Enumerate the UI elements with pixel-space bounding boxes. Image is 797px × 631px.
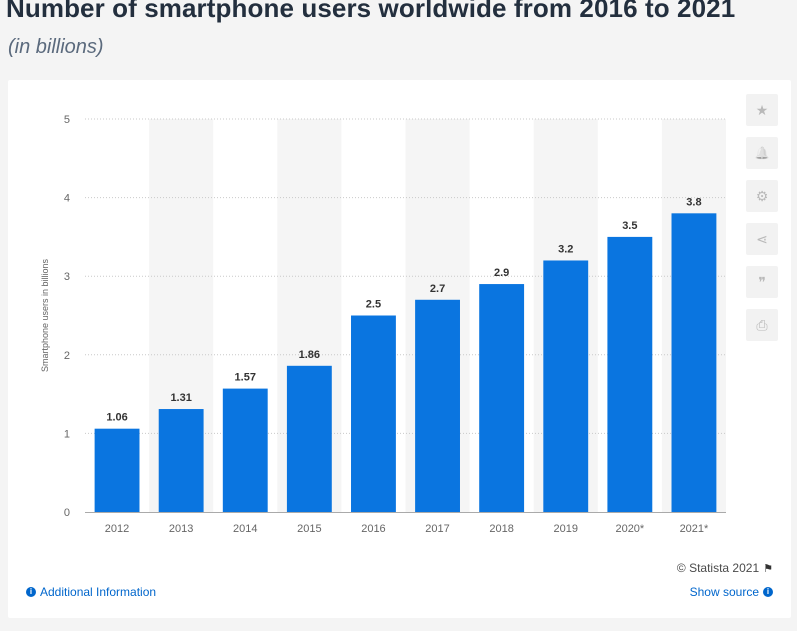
copyright-text: © Statista 2021 [676,561,760,575]
chart-card: 0 1 2 3 4 5 1.06 1.31 1.57 1.86 2.5 2.7 2.9 3.2 3.5 3.… [8,80,791,618]
show-source-label: Show source [689,585,759,599]
y-tick-label: 2 [64,350,70,362]
data-label: 3.2 [558,243,573,255]
data-label: 1.86 [299,349,320,361]
page-subtitle: (in billions) [8,36,104,58]
y-tick-label: 3 [64,271,70,283]
y-tick-label: 4 [64,193,70,205]
bar[interactable] [158,409,204,512]
cite-button[interactable]: ❞ [746,266,778,298]
chart-toolbar: ★ 🔔 ⚙ ⋖ ❞ ⎙ [746,94,778,352]
favorite-button[interactable]: ★ [746,94,778,126]
x-tick-label: 2012 [105,523,129,535]
bar[interactable] [351,315,396,513]
y-tick-label: 0 [64,507,70,519]
x-tick-label: 2016 [361,523,385,535]
bell-icon: 🔔 [754,146,770,160]
data-label: 2.5 [366,299,381,311]
show-source-link[interactable]: Show source i [690,585,773,599]
bar[interactable] [543,260,589,512]
flag-icon[interactable]: ⚑ [763,562,773,575]
x-tick-label: 2019 [554,523,578,535]
gear-icon: ⚙ [755,187,769,204]
info-icon: i [26,587,36,597]
notification-button[interactable]: 🔔 [746,137,778,169]
y-tick-label: 1 [64,428,70,440]
x-tick-label: 2014 [233,523,257,535]
x-tick-label: 2018 [489,523,513,535]
print-button[interactable]: ⎙ [746,309,778,341]
bar[interactable] [671,213,717,512]
x-tick-label: 2015 [297,523,321,535]
bar[interactable] [607,236,653,512]
share-icon: ⋖ [756,230,768,247]
quote-icon: ❞ [758,273,766,290]
bar[interactable] [415,299,460,512]
print-icon: ⎙ [756,316,768,333]
info-icon: i [763,587,773,597]
data-label: 2.9 [494,267,509,279]
data-label: 2.7 [430,283,445,295]
data-label: 1.06 [106,412,127,424]
bar[interactable] [286,365,332,512]
x-tick-label: 2017 [425,523,449,535]
x-tick-label: 2020* [615,523,644,535]
x-tick-label: 2013 [169,523,193,535]
bar-chart: 0 1 2 3 4 5 1.06 1.31 1.57 1.86 2.5 2.7 2.9 3.2 3.5 3.… [40,114,726,535]
copyright: © Statista 2021 ⚑ [677,561,773,575]
data-label: 1.57 [235,372,256,384]
y-axis-title: Smartphone users in billions [40,258,50,372]
bar[interactable] [222,388,268,512]
bar[interactable] [479,284,525,512]
additional-information-label: Additional Information [40,585,157,599]
page-title: Number of smartphone users worldwide fro… [6,0,736,23]
data-label: 3.8 [686,196,701,208]
share-button[interactable]: ⋖ [746,223,778,255]
bar[interactable] [94,428,140,512]
settings-button[interactable]: ⚙ [746,180,778,212]
star-icon: ★ [755,101,769,118]
additional-information-link[interactable]: i Additional Information [26,585,156,599]
data-label: 1.31 [170,392,191,404]
x-tick-label: 2021* [680,523,709,535]
y-tick-label: 5 [64,114,70,126]
data-label: 3.5 [622,220,637,232]
